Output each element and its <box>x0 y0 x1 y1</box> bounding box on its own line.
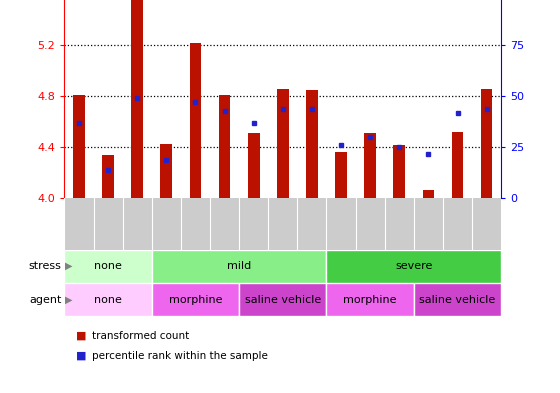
Bar <box>152 283 239 316</box>
Bar <box>326 250 501 283</box>
Bar <box>190 42 201 198</box>
Text: ■: ■ <box>76 351 86 361</box>
Bar <box>161 143 172 198</box>
Text: severe: severe <box>395 261 432 271</box>
Bar <box>277 88 288 198</box>
Bar <box>219 95 230 198</box>
Bar <box>248 133 259 198</box>
Bar <box>239 283 326 316</box>
Text: ▶: ▶ <box>65 295 72 305</box>
Text: mild: mild <box>227 261 251 271</box>
Text: ■: ■ <box>76 331 86 341</box>
Bar <box>102 155 114 198</box>
Bar <box>365 133 376 198</box>
Bar <box>335 152 347 198</box>
Text: stress: stress <box>29 261 62 271</box>
Bar <box>64 283 152 316</box>
Text: agent: agent <box>29 295 62 305</box>
Text: transformed count: transformed count <box>92 331 190 341</box>
Bar <box>152 250 326 283</box>
Bar <box>452 132 463 198</box>
Bar <box>423 189 434 198</box>
Bar <box>306 90 318 198</box>
Text: none: none <box>94 295 122 305</box>
Text: none: none <box>94 261 122 271</box>
Bar <box>64 250 152 283</box>
Bar <box>394 145 405 198</box>
Text: ▶: ▶ <box>65 261 72 271</box>
Bar <box>73 95 85 198</box>
Text: saline vehicle: saline vehicle <box>419 295 496 305</box>
Text: morphine: morphine <box>169 295 222 305</box>
Bar <box>326 283 414 316</box>
Bar <box>414 283 501 316</box>
Bar <box>132 0 143 198</box>
Text: morphine: morphine <box>343 295 397 305</box>
Text: percentile rank within the sample: percentile rank within the sample <box>92 351 268 361</box>
Bar <box>481 88 492 198</box>
Text: saline vehicle: saline vehicle <box>245 295 321 305</box>
